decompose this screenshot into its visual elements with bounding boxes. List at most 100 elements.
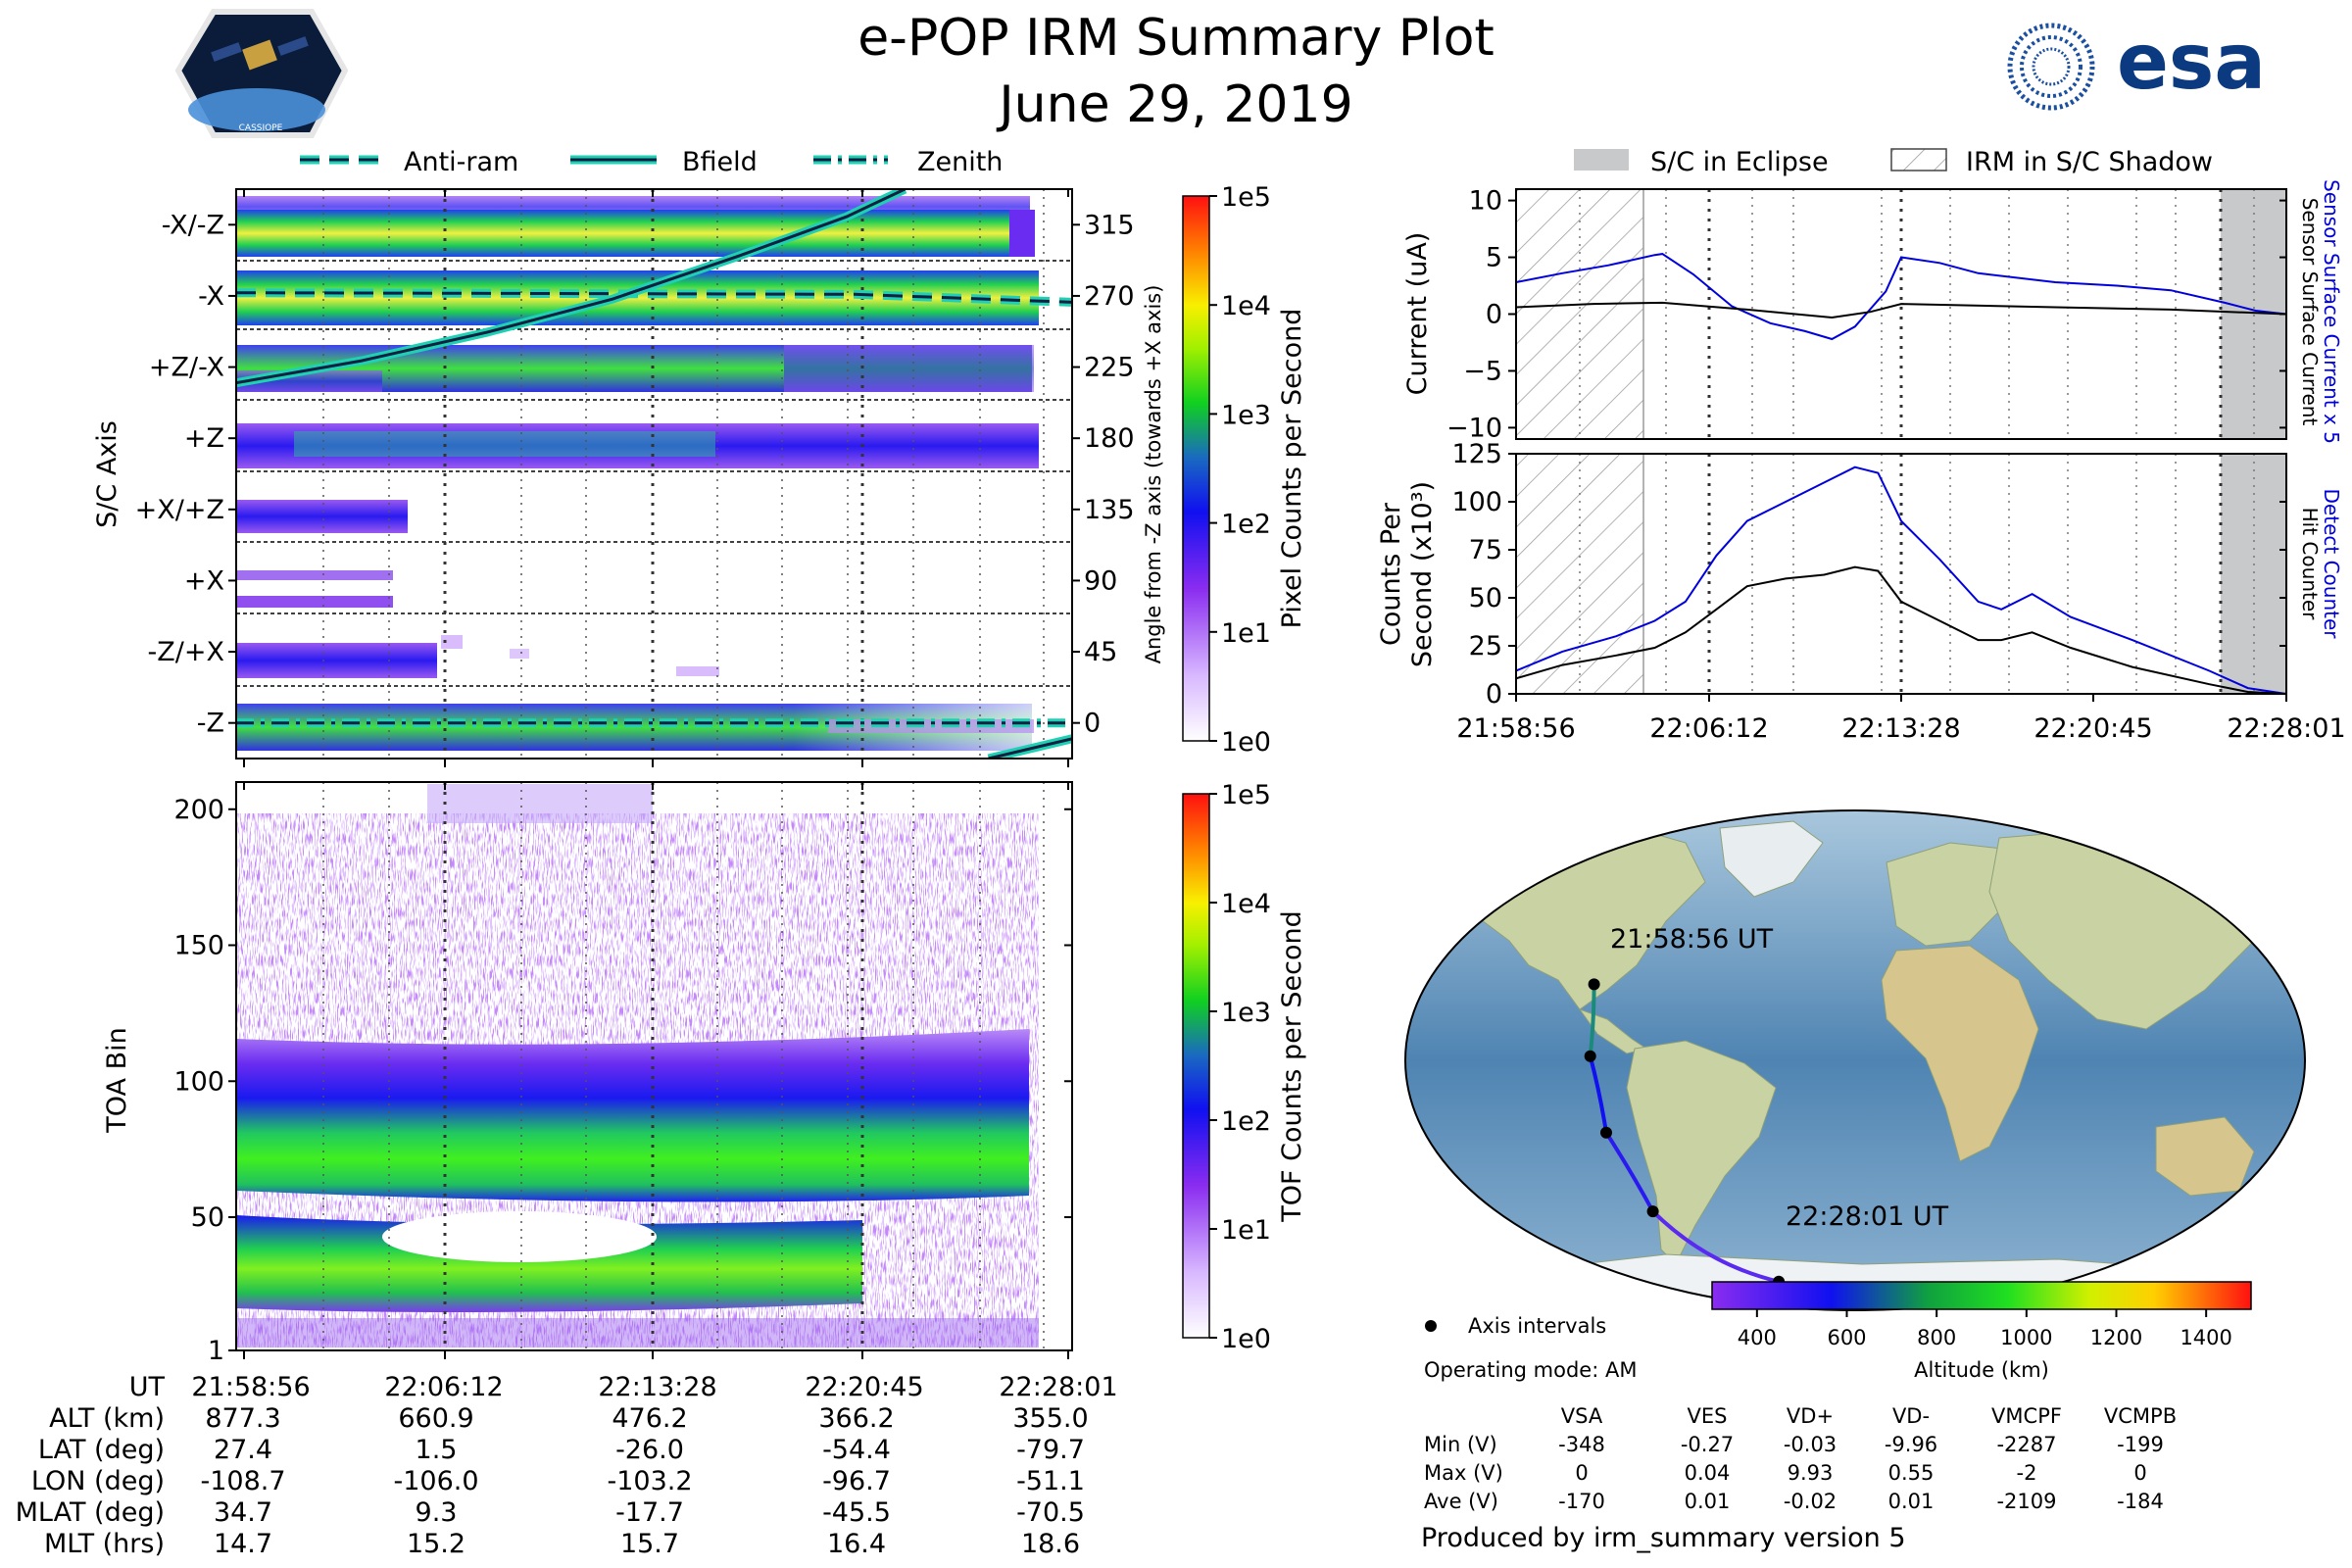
line-sensor-surface-current-x-5: [1516, 253, 2286, 341]
legend-bfield-label: Bfield: [682, 147, 758, 177]
voltage-cell: 0: [1575, 1461, 1588, 1485]
land-south-america: [1626, 1040, 1777, 1265]
ytick-label: 50: [1469, 583, 1502, 613]
counts-ylabel-2: Second (x10³): [1407, 481, 1438, 667]
ephemeris-cell: 16.4: [827, 1529, 886, 1559]
orbit-track-segment: [1588, 1055, 1608, 1134]
sc-axis-yticks: -X/-Z -X +Z/-X +Z +X/+Z +X -Z/+X -Z: [135, 210, 236, 739]
sc-ytick-label: +X: [184, 565, 224, 596]
voltage-cell: -2: [2017, 1461, 2037, 1485]
sc-axis-xticks: [243, 189, 1069, 767]
altitude-colorbar-label: Altitude (km): [1914, 1358, 2049, 1382]
ephemeris-cell: 660.9: [398, 1403, 473, 1434]
sc-y2tick-label: 90: [1084, 565, 1117, 596]
ephemeris-cell: -79.7: [1016, 1435, 1085, 1465]
ephemeris-cell: -70.5: [1016, 1497, 1085, 1528]
counts-panel: 0 25 50 75 100 125 Counts Per Second (x10³) D…: [1376, 439, 2346, 744]
colorbar-tick-label: 1e5: [1221, 780, 1271, 810]
toa-ylabel: TOA Bin: [102, 1027, 132, 1133]
sc-y2tick-label: 270: [1084, 281, 1135, 312]
ephemeris-cell: 34.7: [214, 1497, 272, 1528]
counts-lines: [1516, 466, 2286, 694]
current-panel: 10 5 0 −5 −10 Current (uA) Sensor Surface Cu…: [1402, 179, 2343, 444]
time-tick-label: 22:20:45: [2034, 713, 2152, 744]
voltage-cell: -2109: [1996, 1490, 2056, 1513]
ytick-label: 25: [1469, 631, 1502, 662]
sc-axis-panel: S/C Axis -X/-Z -X +Z/-X +Z +X/+Z +X -Z/+X -Z 31…: [92, 188, 1165, 767]
altitude-tick-label: 800: [1917, 1326, 1956, 1349]
ytick-label: 75: [1469, 535, 1502, 565]
pixel-colorbar: 1e0 1e1 1e2 1e3 1e4 1e5 Pixel Counts per Seco…: [1182, 182, 1307, 758]
colorbar-tick-label: 1e3: [1221, 400, 1271, 430]
voltage-cell: -0.02: [1784, 1490, 1837, 1513]
legend-anti-ram-label: Anti-ram: [404, 147, 518, 177]
tof-colorbar: 1e0 1e1 1e2 1e3 1e4 1e5 TOF Counts per Second: [1182, 780, 1307, 1354]
colorbar-tick-label: 1e0: [1221, 727, 1271, 758]
colorbar-tick-label: 1e0: [1221, 1324, 1271, 1354]
ephemeris-cell: -26.0: [615, 1435, 684, 1465]
voltage-cell: -199: [2117, 1433, 2164, 1456]
ephemeris-cell: -108.7: [200, 1466, 285, 1496]
time-tick-label: 22:13:28: [1841, 713, 1960, 744]
voltage-cell: -2287: [1996, 1433, 2056, 1456]
voltage-cell: -0.03: [1784, 1433, 1837, 1456]
map-border: [1404, 809, 2306, 1311]
voltage-cell: 9.93: [1788, 1461, 1834, 1485]
band-x-z: [236, 210, 1032, 257]
orbit-track: [1584, 978, 1786, 1288]
ytick-label: 100: [1451, 487, 1502, 517]
voltage-col-header: VD+: [1787, 1404, 1834, 1428]
orbit-marker: [1646, 1205, 1659, 1218]
time-tick-label: 22:28:01: [2227, 713, 2345, 744]
orbit-track-segment: [1651, 1209, 1780, 1284]
orbit-marker: [1588, 978, 1600, 991]
current-right-label-1: Sensor Surface Current x 5: [2320, 179, 2343, 444]
legend-anti-ram: Anti-ram: [300, 147, 518, 177]
sc-y2tick-label: 135: [1084, 495, 1135, 525]
ephemeris-row-label: ALT (km): [49, 1403, 165, 1434]
current-yticks: 10 5 0 −5 −10: [1446, 186, 2286, 443]
toa-xticks: [243, 782, 1069, 1359]
legend-zenith: Zenith: [813, 147, 1003, 177]
footer-credit: Produced by irm_summary version 5: [1421, 1523, 1906, 1553]
band-x-pz: [236, 500, 408, 533]
colorbar-tick-label: 1e4: [1221, 889, 1271, 919]
counts-ylabel-1: Counts Per: [1376, 502, 1406, 646]
current-right-label-2: Sensor Surface Current: [2298, 198, 2322, 426]
esa-logo-text: esa: [2117, 19, 2266, 107]
toa-upper-band: [236, 1029, 1029, 1202]
voltage-col-header: VES: [1688, 1404, 1728, 1428]
band-px: [236, 570, 393, 580]
ytick-label: 0: [1486, 679, 1502, 710]
ephemeris-table: UT 21:58:56 22:06:12 22:13:28 22:20:45 22:28:…: [16, 1372, 1118, 1559]
toa-empty-region: [382, 1211, 657, 1262]
ephemeris-cell: 22:20:45: [805, 1372, 923, 1402]
time-tick-label: 22:06:12: [1649, 713, 1768, 744]
voltage-col-header: VMCPF: [1991, 1404, 2062, 1428]
sc-y2tick-label: 315: [1084, 210, 1135, 240]
ytick-label: −5: [1463, 356, 1502, 386]
altitude-tick-label: 1200: [2090, 1326, 2142, 1349]
line-hit-counter: [1516, 565, 2286, 694]
legend-zenith-label: Zenith: [917, 147, 1003, 177]
pixel-colorbar-label: Pixel Counts per Second: [1277, 309, 1307, 629]
voltage-table: VSA VES VD+ VD- VMCPF VCMPB Min (V) -348 -0.27 -0…: [1424, 1404, 2177, 1513]
altitude-tick-label: 400: [1738, 1326, 1777, 1349]
ytick-label: 125: [1451, 439, 1502, 469]
ephemeris-cell: 21:58:56: [191, 1372, 310, 1402]
toa-heatmap: [236, 782, 1072, 1350]
ephemeris-row-label: LAT (deg): [38, 1435, 165, 1465]
sc-y2tick-label: 225: [1084, 353, 1135, 383]
line-detect-counter: [1516, 466, 2286, 694]
toa-ytick-label: 200: [173, 795, 224, 825]
voltage-row-label: Min (V): [1424, 1433, 1497, 1456]
map-legend: Axis intervals Operating mode: AM: [1424, 1314, 1637, 1382]
toa-ytick-label: 150: [173, 931, 224, 961]
sc-y2tick-label: 45: [1084, 637, 1117, 667]
sc-y2tick-label: 180: [1084, 423, 1135, 454]
sc-line-anti-ram: [236, 291, 1072, 304]
axis-interval-label: Axis intervals: [1468, 1314, 1606, 1338]
ephemeris-cell: 15.7: [620, 1529, 679, 1559]
legend-shadow-label: IRM in S/C Shadow: [1966, 147, 2213, 177]
